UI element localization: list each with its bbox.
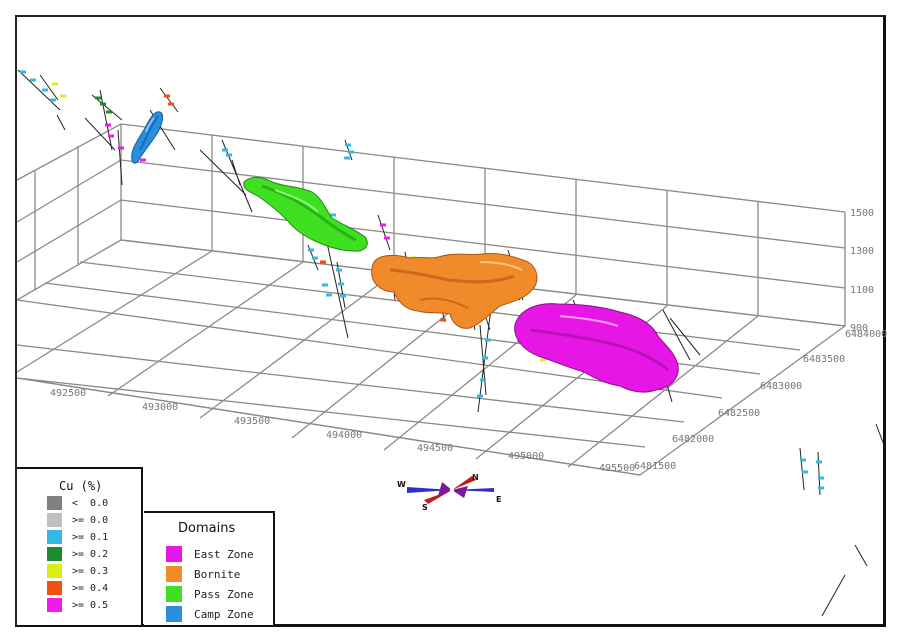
x-tick-label: 494000 <box>326 430 362 441</box>
z-tick-label: 1500 <box>850 208 874 219</box>
x-axis-ticks: 492500 493000 493500 494000 494500 49500… <box>50 388 635 474</box>
cu-legend-item: < 0.0 <box>47 496 108 510</box>
compass-e-label: E <box>496 495 501 504</box>
east-zone-body <box>514 303 679 393</box>
compass-w-label: W <box>397 480 406 489</box>
z-tick-label: 900 <box>850 323 868 334</box>
domains-legend-item: East Zone <box>166 546 254 562</box>
domain-label: Pass Zone <box>194 587 254 601</box>
cu-swatch <box>47 496 62 510</box>
left-wall-grid <box>16 123 122 301</box>
domains-legend-item: Camp Zone <box>166 606 254 622</box>
x-tick-label: 494500 <box>417 443 453 454</box>
domain-swatch <box>166 606 182 622</box>
cu-legend-label: >= 0.0 <box>72 514 109 526</box>
cu-swatch <box>47 581 62 595</box>
cu-legend-label: >= 0.4 <box>72 582 109 594</box>
domains-legend-item: Pass Zone <box>166 586 254 602</box>
cu-legend-label: >= 0.5 <box>72 599 109 611</box>
compass-n-label: N <box>472 473 479 482</box>
domain-label: Camp Zone <box>194 607 254 621</box>
cu-legend-label: < 0.0 <box>72 497 109 509</box>
y-axis-ticks: 6481500 6482000 6482500 6483000 6483500 … <box>634 329 887 472</box>
cu-legend-item: >= 0.4 <box>47 581 108 595</box>
domain-label: Bornite <box>194 567 241 581</box>
x-tick-label: 493000 <box>142 402 178 413</box>
y-tick-label: 6483500 <box>803 354 845 365</box>
pass-zone-body <box>243 177 368 252</box>
cu-legend-item: >= 0.2 <box>47 547 108 561</box>
cu-swatch <box>47 564 62 578</box>
y-tick-label: 6484000 <box>845 329 887 340</box>
domain-label: East Zone <box>194 547 254 561</box>
z-tick-label: 1300 <box>850 246 874 257</box>
x-tick-label: 492500 <box>50 388 86 399</box>
y-tick-label: 6482000 <box>672 434 714 445</box>
y-tick-label: 6481500 <box>634 461 676 472</box>
domain-swatch <box>166 546 182 562</box>
cu-legend-item: >= 0.3 <box>47 564 108 578</box>
cu-swatch <box>47 530 62 544</box>
cu-legend-item: >= 0.1 <box>47 530 108 544</box>
cu-legend: Cu (%) < 0.0 >= 0.0 >= 0.1 >= 0.2 >= 0.3… <box>17 467 143 625</box>
domain-swatch <box>166 586 182 602</box>
x-tick-label: 493500 <box>234 416 270 427</box>
y-tick-label: 6483000 <box>760 381 802 392</box>
compass-rose: W N S E <box>397 473 501 512</box>
cu-legend-label: >= 0.3 <box>72 565 109 577</box>
cu-swatch <box>47 513 62 527</box>
domains-legend-title: Domains <box>178 521 236 536</box>
cu-legend-label: >= 0.1 <box>72 531 109 543</box>
cu-swatch <box>47 598 62 612</box>
domains-legend: Domains East Zone Bornite Pass Zone Camp… <box>144 511 275 625</box>
cu-swatch <box>47 547 62 561</box>
x-tick-label: 495000 <box>508 451 544 462</box>
domain-swatch <box>166 566 182 582</box>
cu-legend-item: >= 0.0 <box>47 513 108 527</box>
z-axis-ticks: 900 1100 1300 1500 <box>850 208 874 334</box>
cu-legend-item: >= 0.5 <box>47 598 108 612</box>
cu-legend-label: >= 0.2 <box>72 548 109 560</box>
z-tick-label: 1100 <box>850 285 874 296</box>
y-tick-label: 6482500 <box>718 408 760 419</box>
bornite-body <box>371 253 538 329</box>
x-tick-label: 495500 <box>599 463 635 474</box>
compass-s-label: S <box>422 503 428 512</box>
camp-zone-body <box>131 111 164 164</box>
domains-legend-item: Bornite <box>166 566 240 582</box>
cu-legend-title: Cu (%) <box>59 479 103 493</box>
